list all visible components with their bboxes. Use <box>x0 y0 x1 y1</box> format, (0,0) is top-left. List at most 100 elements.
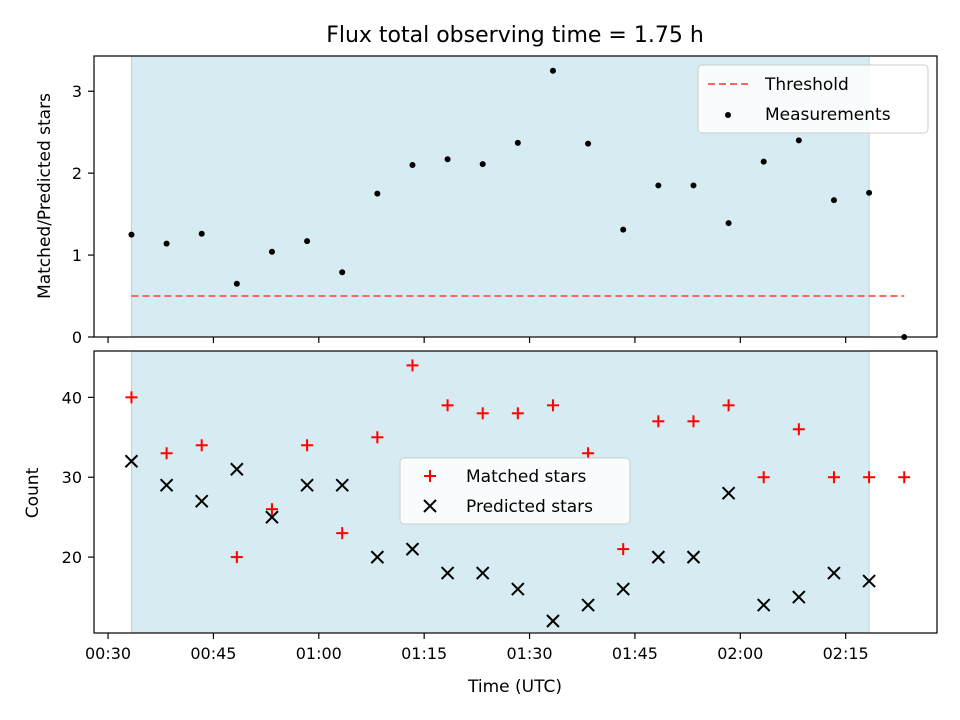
data-point <box>511 582 525 596</box>
data-point <box>336 527 349 540</box>
data-point <box>827 566 841 580</box>
data-point <box>687 415 700 428</box>
legend-matched-swatch <box>424 470 436 482</box>
x-tick-label: 00:30 <box>85 644 131 663</box>
data-point <box>582 447 595 460</box>
top-y-axis-label: Matched/Predicted stars <box>35 93 55 299</box>
data-point <box>863 471 876 484</box>
legend-bottom: Matched stars Predicted stars <box>399 457 631 525</box>
data-point <box>444 156 451 163</box>
data-point <box>585 140 592 147</box>
data-point <box>581 598 595 612</box>
y-tick-label: 40 <box>62 388 82 407</box>
star-count-panel: 20 30 40 00:30 00:45 01:00 01:15 01:30 01:45 02:0… <box>62 350 938 663</box>
y-tick-label: 20 <box>62 548 82 567</box>
data-point <box>160 447 173 460</box>
data-point <box>862 574 876 588</box>
data-point <box>721 486 736 500</box>
data-point <box>652 415 665 428</box>
data-point <box>125 391 138 404</box>
x-tick-label: 01:30 <box>506 644 552 663</box>
data-point <box>441 399 454 412</box>
legend-label: Measurements <box>765 105 891 125</box>
legend-predicted-swatch <box>423 499 437 513</box>
data-point <box>757 598 771 612</box>
data-point <box>230 462 244 476</box>
data-point <box>549 67 556 74</box>
data-point <box>339 269 346 276</box>
legend-label: Matched stars <box>466 467 586 487</box>
data-point <box>440 566 455 580</box>
series-matched-stars <box>125 359 911 564</box>
data-point <box>159 478 174 492</box>
data-point <box>476 566 490 580</box>
x-tick-label: 01:00 <box>296 644 342 663</box>
data-point <box>268 248 275 255</box>
data-point <box>300 478 314 492</box>
data-point <box>690 182 697 189</box>
data-point <box>335 478 349 492</box>
data-point <box>760 158 767 165</box>
data-point <box>514 139 521 146</box>
legend-label: Predicted stars <box>466 497 593 517</box>
data-point <box>301 439 314 452</box>
x-axis-label: Time (UTC) <box>467 677 562 697</box>
data-point <box>233 280 240 287</box>
data-point <box>757 471 770 484</box>
data-point <box>265 503 278 516</box>
legend-box <box>697 64 929 134</box>
data-point <box>230 551 243 564</box>
data-point <box>374 190 381 197</box>
data-point <box>792 590 806 604</box>
legend-box <box>399 457 631 525</box>
x-tick-label: 02:15 <box>823 644 869 663</box>
data-point <box>620 226 627 233</box>
data-point <box>795 137 802 144</box>
bottom-y-axis-label: Count <box>23 467 43 518</box>
x-tick-label: 00:45 <box>190 644 236 663</box>
flux-ratio-panel: 0 1 2 3 Threshold Measurements <box>72 55 938 347</box>
y-tick-label: 2 <box>72 164 82 183</box>
legend-top: Threshold Measurements <box>697 64 929 134</box>
x-tick-label: 01:45 <box>612 644 658 663</box>
data-point <box>898 471 911 484</box>
data-point <box>371 431 384 444</box>
data-point <box>163 240 170 247</box>
plot-frame <box>93 350 938 634</box>
y-tick-label: 1 <box>72 246 82 265</box>
data-point <box>546 399 559 412</box>
data-point <box>370 550 385 564</box>
data-point <box>479 161 486 168</box>
legend-label: Threshold <box>764 75 849 95</box>
y-tick-label: 3 <box>72 82 82 101</box>
legend-measurements-swatch <box>725 112 731 118</box>
data-point <box>655 182 662 189</box>
data-point <box>304 238 311 245</box>
data-point <box>827 471 840 484</box>
plot-frame <box>93 55 938 338</box>
data-point <box>265 510 279 524</box>
data-point <box>476 407 489 420</box>
data-point <box>195 439 208 452</box>
chart-title: Flux total observing time = 1.75 h <box>326 23 704 48</box>
y-tick-label: 0 <box>72 328 82 347</box>
data-point <box>617 543 630 556</box>
data-point <box>686 550 701 564</box>
data-point <box>616 582 630 596</box>
data-point <box>866 189 873 196</box>
data-point <box>195 494 209 508</box>
data-point <box>792 423 805 436</box>
data-point <box>651 550 666 564</box>
x-tick-label: 01:15 <box>401 644 447 663</box>
series-predicted-stars <box>124 454 876 628</box>
data-point <box>511 407 524 420</box>
data-point <box>198 230 205 237</box>
y-tick-label: 30 <box>62 468 82 487</box>
data-point <box>725 220 732 227</box>
data-point <box>406 359 419 372</box>
data-point <box>722 399 735 412</box>
data-point <box>128 231 135 238</box>
data-point <box>546 614 560 628</box>
data-point <box>405 542 420 556</box>
